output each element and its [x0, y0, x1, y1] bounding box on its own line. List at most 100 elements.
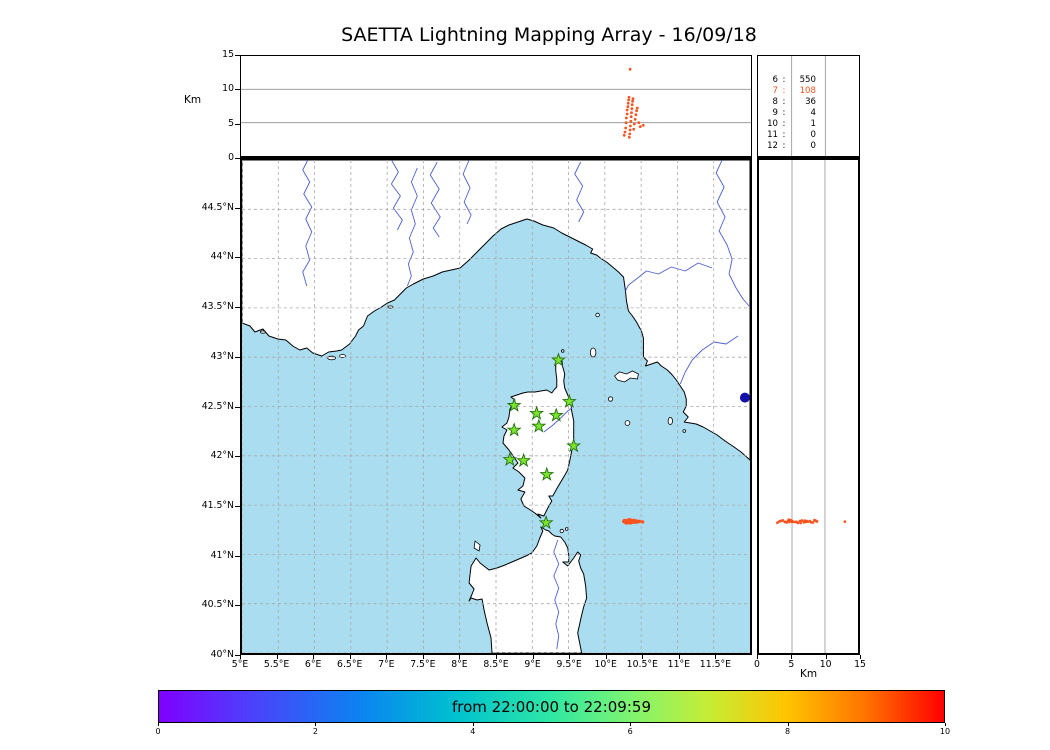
tick-mark [276, 655, 278, 659]
colorbar-tick-label: 6 [627, 727, 633, 736]
lightning-source [637, 121, 641, 125]
pianosa-island [607, 396, 614, 402]
lightning-source [811, 521, 815, 524]
longitude-tick-label: 7.5°E [410, 659, 436, 670]
tick-mark [235, 123, 240, 125]
lightning-source [632, 127, 636, 131]
colorbar-tick-label: 0 [155, 727, 161, 736]
maddalena-island [559, 528, 564, 534]
station-count-row: 7: 108 [764, 86, 855, 97]
station-count-row: 12: 0 [764, 141, 855, 152]
tick-mark [235, 89, 240, 91]
time-window-label: from 22:00:00 to 22:09:59 [451, 697, 651, 716]
latitude-tick-label: 44°N [210, 251, 234, 263]
tick-mark [235, 158, 240, 159]
altitude-tick-label: 0 [754, 659, 760, 670]
altitude-tick-label: 5 [788, 659, 795, 670]
latitude-tick-label: 41.5°N [201, 499, 234, 511]
lightning-source [628, 67, 632, 71]
lightning-source [784, 520, 787, 524]
station-star-marker [531, 418, 547, 433]
colorbar-tick-label: 4 [470, 727, 476, 736]
longitude-tick-label: 8°E [451, 659, 468, 670]
longitude-tick-label: 10°E [594, 659, 617, 670]
river-trebbia [574, 161, 585, 223]
altitude-latitude-panel [757, 158, 860, 655]
river-var [406, 167, 418, 287]
port-cros-island [339, 354, 346, 358]
river-piedmont-2 [429, 161, 441, 238]
lightning-source [625, 116, 628, 120]
latitude-tick-label: 40.5°N [201, 599, 234, 611]
lightning-source [641, 123, 645, 127]
lightning-sources-alt-lon [622, 67, 645, 139]
station-count-key: 11 [767, 130, 778, 140]
station-count-key: 10 [767, 119, 778, 129]
lightning-sources-alt-lat [776, 518, 847, 525]
altitude-tick-label: 5 [228, 117, 234, 129]
station-star-marker [566, 438, 582, 453]
tick-mark [313, 655, 315, 659]
lightning-source [624, 126, 628, 130]
lightning-source [625, 108, 629, 112]
tick-mark [235, 257, 240, 259]
lightning-source [631, 97, 635, 101]
river-ombrone [679, 335, 739, 385]
longitude-tick-label: 9°E [524, 659, 541, 670]
lightning-source [633, 117, 637, 121]
altitude-longitude-panel [240, 55, 752, 158]
station-star-marker [539, 466, 555, 481]
lightning-source [790, 520, 794, 524]
station-count-row: 6: 550 [764, 75, 855, 86]
altitude-latitude-plot [776, 160, 847, 653]
colorbar-tick-label: 2 [312, 727, 318, 736]
station-count-row: 9: 4 [764, 108, 855, 119]
station-count-value: 550 [799, 75, 816, 85]
lightning-source [622, 133, 626, 137]
longitude-tick-label: 11°E [667, 659, 691, 670]
altitude-tick-label: 15 [222, 49, 234, 60]
tick-mark [386, 655, 388, 659]
altitude-gridlines-vertical [791, 160, 826, 653]
lightning-source [628, 128, 632, 132]
montecristo-island [624, 420, 631, 426]
station-count-key: 7 [772, 86, 778, 96]
tick-mark [240, 655, 241, 659]
tick-mark [678, 655, 680, 659]
station-count-separator: : [782, 108, 786, 118]
longitude-tick-label: 5.5°E [263, 659, 290, 670]
lightning-source [634, 113, 638, 117]
lightning-source [627, 95, 631, 99]
station-count-table: 6:550 7:108 8:36 9:4 10:1 11:0 12:0 [764, 75, 855, 152]
lightning-source [843, 520, 847, 523]
station-star-marker [550, 352, 566, 367]
tick-mark [630, 723, 632, 726]
altitude-longitude-plot [241, 67, 751, 139]
tick-mark [235, 55, 240, 56]
tick-mark [945, 723, 946, 726]
station-count-plot [791, 56, 826, 156]
lightning-source [802, 520, 806, 524]
lightning-source [629, 124, 632, 128]
station-count-row: 11: 0 [764, 130, 855, 141]
tick-mark [532, 655, 534, 659]
altitude-axis-label-bottom: Km [799, 668, 818, 680]
lightning-source [630, 111, 633, 115]
longitude-tick-label: 7°E [378, 659, 395, 670]
lightning-source [630, 103, 634, 107]
lightning-source [793, 520, 797, 524]
map-plot [242, 160, 750, 653]
latitude-tick-label: 43°N [210, 350, 234, 362]
river-tiber [715, 160, 750, 308]
longitude-tick-label: 11.5°E [699, 659, 732, 670]
station-star-marker [506, 422, 522, 437]
lightning-source [779, 519, 783, 523]
lightning-source [638, 125, 642, 129]
station-count-value: 4 [810, 108, 816, 118]
river-piedmont-1 [390, 160, 403, 231]
lightning-source [796, 521, 800, 525]
tick-mark [569, 655, 571, 659]
giglio-island [667, 416, 673, 425]
tick-mark [459, 655, 461, 659]
tick-mark [825, 655, 827, 659]
